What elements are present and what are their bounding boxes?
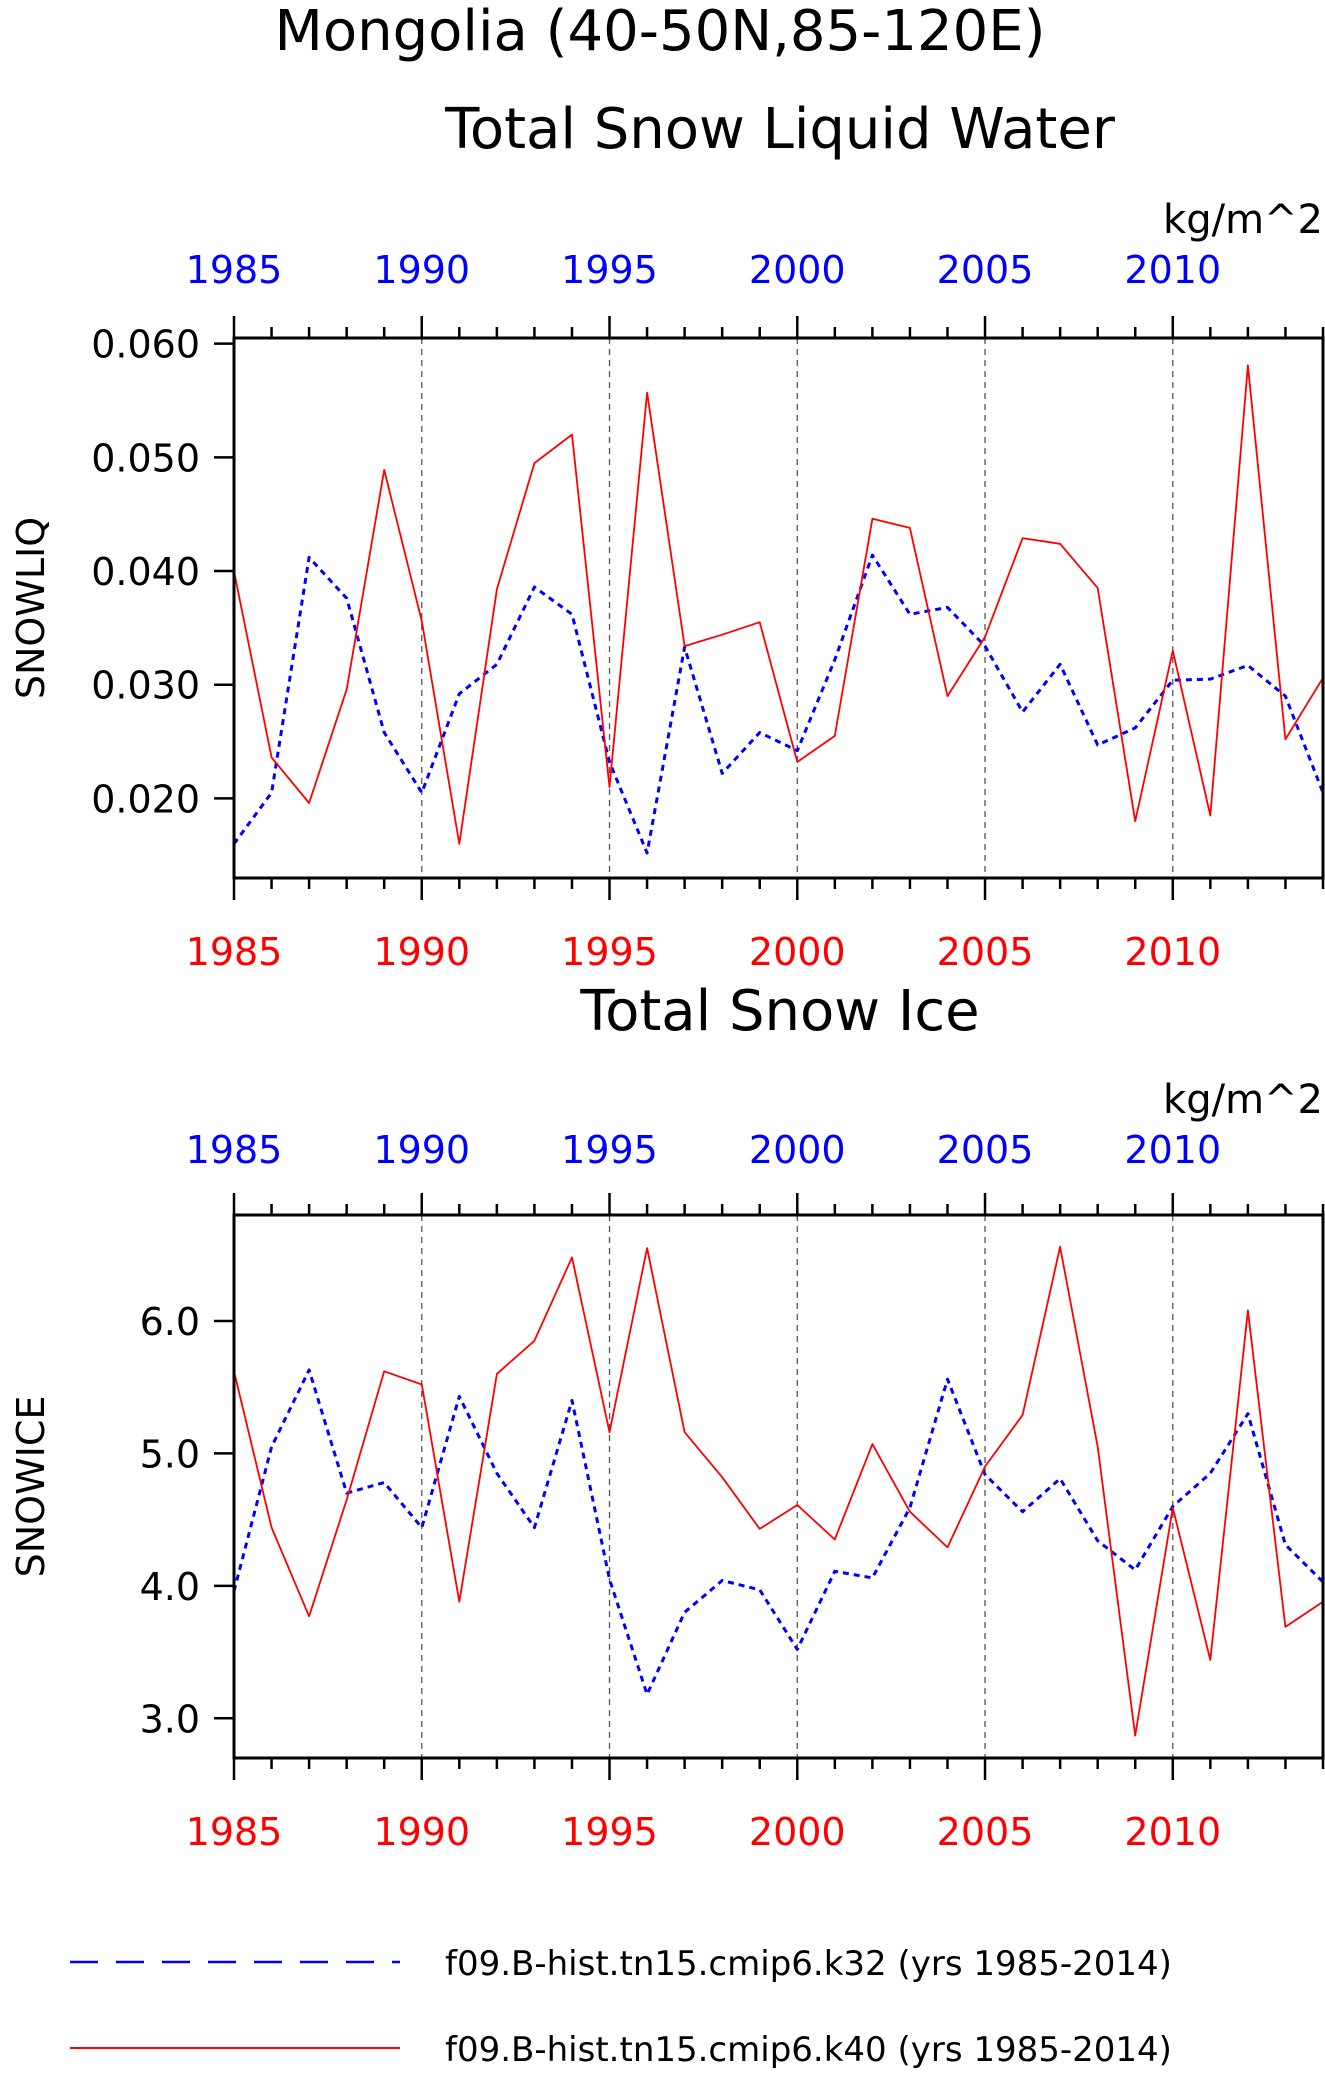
plot-frame	[232, 1213, 1325, 1760]
x-tick-label-bottom: 1995	[561, 930, 658, 974]
x-tick-label-top: 1995	[561, 1128, 658, 1172]
x-tick-label-top: 1990	[373, 248, 470, 292]
x-tick-label-bottom: 1990	[373, 1810, 470, 1854]
y-tick-label: 5.0	[140, 1432, 200, 1476]
main-title: Mongolia (40-50N,85-120E)	[275, 0, 1046, 64]
x-tick-label-top: 1995	[561, 248, 658, 292]
x-tick-label-bottom: 1985	[186, 930, 283, 974]
x-tick-label-top: 2000	[749, 248, 846, 292]
x-tick-label-bottom: 2005	[937, 1810, 1034, 1854]
legend-k32-label: f09.B-hist.tn15.cmip6.k32 (yrs 1985-2014…	[445, 1944, 1172, 1984]
plot-frame	[232, 336, 1325, 880]
y-axis-label: SNOWICE	[9, 1396, 53, 1578]
y-tick-label: 3.0	[140, 1697, 200, 1741]
panel-title: Total Snow Liquid Water	[444, 97, 1116, 162]
x-tick-label-bottom: 2000	[749, 1810, 846, 1854]
y-axis-label: SNOWLIQ	[9, 517, 53, 699]
units-label: kg/m^2	[1163, 1077, 1323, 1123]
x-tick-label-bottom: 2010	[1124, 1810, 1221, 1854]
x-tick-label-bottom: 1995	[561, 1810, 658, 1854]
panel-title: Total Snow Ice	[579, 979, 979, 1044]
x-tick-label-top: 2000	[749, 1128, 846, 1172]
series-k32-line	[232, 1368, 1325, 1696]
legend-k40-label: f09.B-hist.tn15.cmip6.k40 (yrs 1985-2014…	[445, 2030, 1172, 2070]
x-tick-label-bottom: 1985	[186, 1810, 283, 1854]
legend: f09.B-hist.tn15.cmip6.k32 (yrs 1985-2014…	[70, 1944, 1172, 2070]
x-tick-label-top: 2010	[1124, 1128, 1221, 1172]
y-tick-label: 0.040	[91, 550, 200, 594]
snowice-panel: Total Snow Ice kg/m^2 SNOWICE 1985 1985 1990 1…	[9, 979, 1325, 1854]
series-k32-line	[232, 553, 1325, 855]
x-tick-label-bottom: 2010	[1124, 930, 1221, 974]
x-tick-label-bottom: 1990	[373, 930, 470, 974]
y-tick-label: 0.020	[91, 777, 200, 821]
x-tick-label-top: 1985	[186, 1128, 283, 1172]
series-k40-line	[233, 364, 1324, 845]
units-label: kg/m^2	[1163, 197, 1323, 243]
x-tick-label-top: 2005	[937, 248, 1034, 292]
y-tick-label: 0.050	[91, 436, 200, 480]
x-tick-label-bottom: 2005	[937, 930, 1034, 974]
y-tick-label: 6.0	[140, 1300, 200, 1344]
y-tick-label: 0.030	[91, 664, 200, 708]
x-tick-label-top: 1985	[186, 248, 283, 292]
x-tick-label-top: 2005	[937, 1128, 1034, 1172]
x-tick-label-top: 1990	[373, 1128, 470, 1172]
y-tick-label: 4.0	[140, 1565, 200, 1609]
series-k40-line	[233, 1245, 1324, 1737]
x-tick-label-bottom: 2000	[749, 930, 846, 974]
snowliq-panel: Total Snow Liquid Water kg/m^2 SNOWLIQ 1985…	[9, 97, 1325, 974]
y-tick-label: 0.060	[91, 323, 200, 367]
x-tick-label-top: 2010	[1124, 248, 1221, 292]
